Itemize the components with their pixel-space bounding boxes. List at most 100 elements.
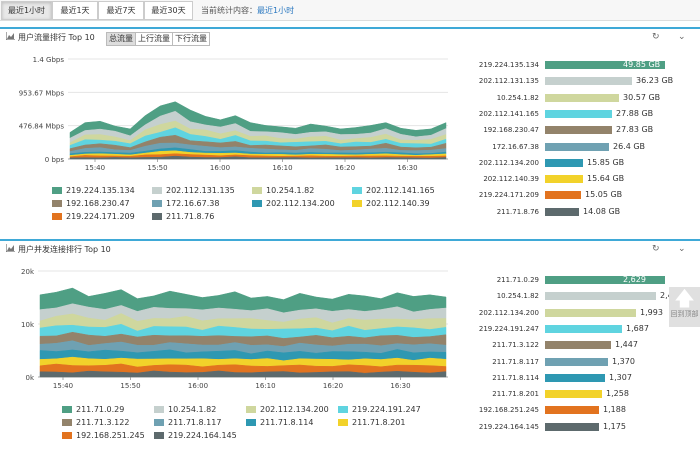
current-range-label: 当前统计内容： xyxy=(201,6,257,15)
arrow-up-icon: 🡅 xyxy=(674,286,695,310)
legend-swatch xyxy=(52,213,62,220)
connection-title-text: 用户并发连接排行 Top 10 xyxy=(18,245,111,254)
traffic-ranking: 219.224.135.134 49.85 GB 202.112.131.135 36… xyxy=(479,59,673,224)
ranking-value: 15.85 GB xyxy=(587,157,625,167)
series-area-211.71.8.76[interactable] xyxy=(69,155,447,160)
traffic-panel-title: 用户流量排行 Top 10 xyxy=(5,32,95,43)
ranking-bar xyxy=(545,191,581,200)
ranking-bar xyxy=(545,126,612,135)
back-to-top-button[interactable]: 🡅 回到顶部 xyxy=(669,287,700,327)
range-30d-button[interactable]: 最近30天 xyxy=(144,1,193,20)
ranking-bar xyxy=(545,324,622,333)
refresh-icon[interactable]: ↻ xyxy=(652,32,660,42)
chevron-down-icon[interactable]: ⌄ xyxy=(678,32,686,42)
x-tick-label: 15:40 xyxy=(85,164,105,172)
legend-item[interactable]: 211.71.8.76 xyxy=(152,212,214,222)
x-tick-label: 15:50 xyxy=(120,382,140,390)
ranking-value: 1,258 xyxy=(606,389,629,399)
ranking-label: 211.71.8.201 xyxy=(492,390,539,399)
ranking-value: 1,307 xyxy=(609,372,632,382)
ranking-label: 219.224.164.145 xyxy=(478,422,539,431)
legend-swatch xyxy=(352,187,362,194)
ranking-bar xyxy=(545,341,611,350)
legend-item[interactable]: 192.168.230.47 xyxy=(52,199,130,209)
ranking-value: 36.23 GB xyxy=(636,76,674,86)
chevron-down-icon[interactable]: ⌄ xyxy=(678,244,686,254)
legend-label: 211.71.8.76 xyxy=(166,212,215,221)
legend-item[interactable]: 202.112.141.165 xyxy=(352,186,435,196)
ranking-bar xyxy=(545,61,665,69)
x-tick-label: 16:30 xyxy=(397,164,417,172)
legend-label: 211.71.8.201 xyxy=(352,418,406,427)
legend-label: 211.71.8.117 xyxy=(168,418,222,427)
ranking-bar xyxy=(545,292,656,301)
refresh-icon[interactable]: ↻ xyxy=(652,244,660,254)
legend-swatch xyxy=(62,432,72,439)
range-1h-button[interactable]: 最近1小时 xyxy=(1,1,52,20)
y-tick-label: 476.84 Mbps xyxy=(19,123,65,131)
ranking-value: 1,175 xyxy=(603,421,626,431)
legend-label: 172.16.67.38 xyxy=(166,199,220,208)
tab-up-traffic[interactable]: 上行流量 xyxy=(136,32,173,46)
connection-legend: 211.71.0.29 10.254.1.82 202.112.134.200 219… xyxy=(62,405,462,445)
legend-item[interactable]: 219.224.191.247 xyxy=(338,405,421,415)
legend-item[interactable]: 10.254.1.82 xyxy=(252,186,314,196)
range-1d-button[interactable]: 最近1天 xyxy=(52,1,98,20)
tab-total-traffic[interactable]: 总流量 xyxy=(106,32,136,46)
legend-label: 202.112.134.200 xyxy=(266,199,335,208)
ranking-bar xyxy=(545,373,605,382)
ranking-value: 27.83 GB xyxy=(616,125,654,135)
ranking-value: 14.08 GB xyxy=(583,206,621,216)
ranking-label: 219.224.135.134 xyxy=(478,61,539,69)
ranking-label: 192.168.230.47 xyxy=(483,126,539,135)
series-area-219.224.164.145[interactable] xyxy=(39,370,447,378)
legend-item[interactable]: 219.224.164.145 xyxy=(154,431,237,441)
legend-swatch xyxy=(252,200,262,207)
ranking-value: 1,993 xyxy=(640,307,663,317)
ranking-label: 211.71.8.114 xyxy=(492,373,539,382)
y-tick-label: 10k xyxy=(21,321,35,329)
legend-item[interactable]: 202.112.134.200 xyxy=(246,405,329,415)
legend-item[interactable]: 211.71.0.29 xyxy=(62,405,124,415)
ranking-label: 192.168.251.245 xyxy=(478,406,539,415)
legend-swatch xyxy=(352,200,362,207)
range-7d-button[interactable]: 最近7天 xyxy=(98,1,144,20)
legend-swatch xyxy=(338,406,348,413)
ranking-bar xyxy=(545,276,665,284)
ranking-value: 27.88 GB xyxy=(616,108,654,118)
ranking-value: 49.85 GB xyxy=(623,60,661,69)
ranking-label: 202.112.131.135 xyxy=(478,77,539,86)
legend-item[interactable]: 219.224.135.134 xyxy=(52,186,135,196)
ranking-label: 202.112.134.200 xyxy=(478,158,539,167)
ranking-bar xyxy=(545,406,599,415)
ranking-label: 211.71.8.117 xyxy=(492,357,539,366)
ranking-label: 172.16.67.38 xyxy=(492,142,539,151)
y-tick-label: 0k xyxy=(25,374,34,382)
legend-item[interactable]: 202.112.131.135 xyxy=(152,186,235,196)
ranking-bar xyxy=(545,308,636,317)
connection-ranking: 211.71.0.292,62910.254.1.822,422202.112.… xyxy=(479,274,683,439)
legend-item[interactable]: 202.112.140.39 xyxy=(352,199,430,209)
legend-swatch xyxy=(152,213,162,220)
traffic-area-chart: 0 bps 476.84 Mbps 953.67 Mbps 1.4 Gbps 15:40… xyxy=(19,56,448,172)
tab-down-traffic[interactable]: 下行流量 xyxy=(173,32,210,46)
legend-swatch xyxy=(52,200,62,207)
legend-item[interactable]: 211.71.8.201 xyxy=(338,418,405,428)
legend-item[interactable]: 202.112.134.200 xyxy=(252,199,335,209)
ranking-value: 30.57 GB xyxy=(623,92,661,102)
legend-label: 10.254.1.82 xyxy=(168,405,217,414)
y-tick-label: 953.67 Mbps xyxy=(19,89,65,97)
legend-item[interactable]: 10.254.1.82 xyxy=(154,405,216,415)
legend-swatch xyxy=(252,187,262,194)
legend-item[interactable]: 211.71.8.117 xyxy=(154,418,221,428)
legend-item[interactable]: 211.71.8.114 xyxy=(246,418,313,428)
legend-item[interactable]: 172.16.67.38 xyxy=(152,199,219,209)
ranking-label: 211.71.8.76 xyxy=(496,207,539,216)
legend-item[interactable]: 192.168.251.245 xyxy=(62,431,145,441)
legend-item[interactable]: 219.224.171.209 xyxy=(52,212,135,222)
ranking-value: 15.05 GB xyxy=(585,190,623,200)
ranking-label: 211.71.3.122 xyxy=(492,341,539,350)
ranking-bar xyxy=(545,77,632,86)
legend-item[interactable]: 211.71.3.122 xyxy=(62,418,129,428)
legend-label: 219.224.164.145 xyxy=(168,431,237,440)
